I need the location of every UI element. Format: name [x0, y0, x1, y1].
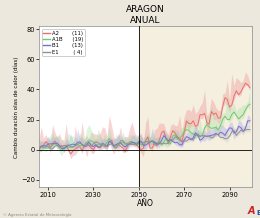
Title: ARAGON
ANUAL: ARAGON ANUAL [126, 5, 165, 25]
Text: A: A [247, 206, 255, 216]
Text: EMet: EMet [256, 210, 260, 216]
Legend: A2        (11), A1B      (19), B1        (13), E1         ( 4): A2 (11), A1B (19), B1 (13), E1 ( 4) [42, 29, 85, 56]
X-axis label: AÑO: AÑO [137, 199, 154, 208]
Text: © Agencia Estatal de Meteorología: © Agencia Estatal de Meteorología [3, 213, 71, 217]
Y-axis label: Cambio duración olas de calor (días): Cambio duración olas de calor (días) [14, 56, 20, 158]
Bar [139, 26, 252, 187]
